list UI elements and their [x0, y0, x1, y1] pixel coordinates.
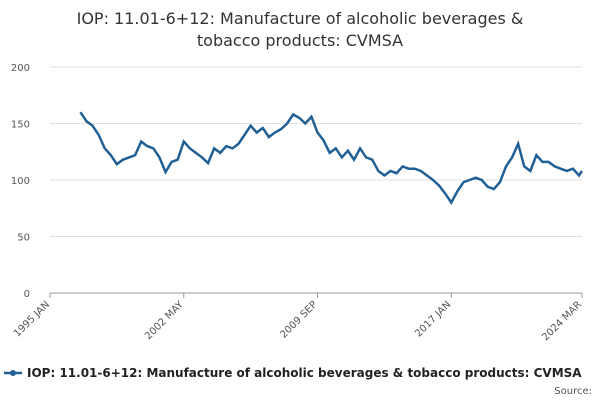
chart-title: tobacco products: CVMSA	[197, 31, 403, 50]
x-tick-label: 2009 SEP	[278, 299, 319, 340]
y-tick-label: 100	[11, 176, 30, 187]
x-tick-label: 2002 MAY	[143, 299, 186, 342]
x-tick-label: 2017 JAN	[413, 299, 453, 339]
legend-label: IOP: 11.01-6+12: Manufacture of alcoholi…	[27, 366, 582, 380]
source: Source:	[554, 386, 592, 397]
legend-marker	[10, 370, 16, 376]
y-tick-label: 200	[11, 63, 30, 74]
y-tick-label: 150	[11, 120, 30, 131]
x-tick-label: 1995 JAN	[12, 299, 52, 339]
chart-title: IOP: 11.01-6+12: Manufacture of alcoholi…	[77, 9, 524, 28]
x-tick-label: 2024 MAR	[540, 299, 584, 343]
y-tick-label: 50	[17, 233, 30, 244]
y-tick-label: 0	[24, 289, 30, 300]
series-line	[79, 111, 584, 206]
